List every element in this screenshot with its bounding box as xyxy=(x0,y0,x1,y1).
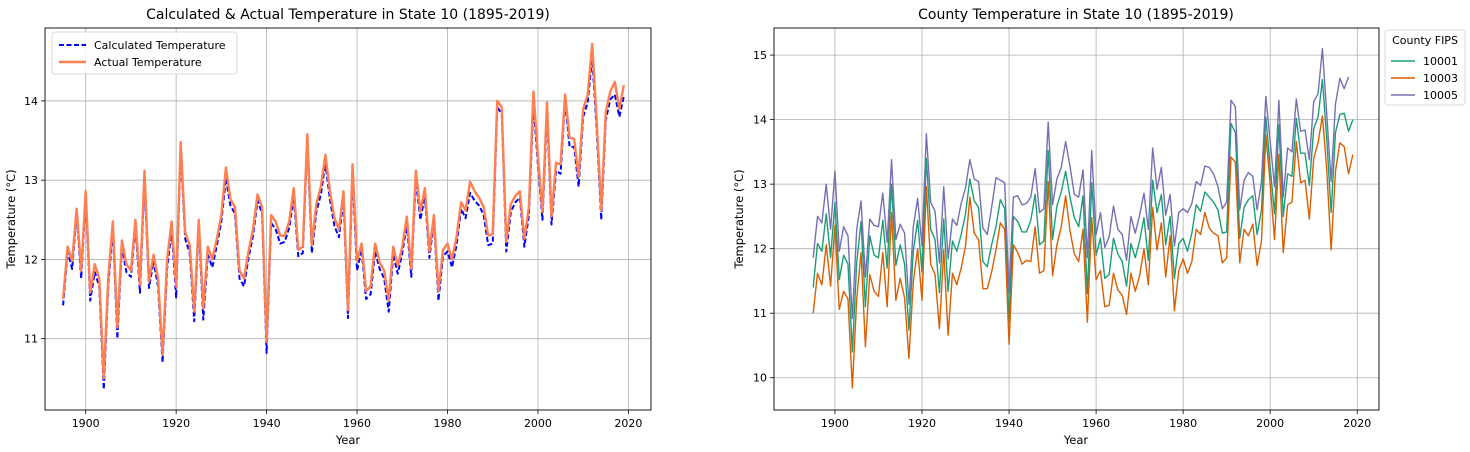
y-axis-label: Temperature (°C) xyxy=(732,169,746,269)
legend: Calculated Temperature Actual Temperature xyxy=(51,31,238,75)
series-line-10001 xyxy=(812,78,1354,353)
y-axis-label: Temperature (°C) xyxy=(4,169,18,269)
grid xyxy=(774,28,1379,410)
x-tick-label: 1940 xyxy=(253,417,281,430)
legend-title: County FIPS xyxy=(1392,34,1458,47)
x-tick-label: 2000 xyxy=(1256,417,1284,430)
x-axis-label: Year xyxy=(335,433,361,447)
series-layer xyxy=(812,47,1354,389)
y-tick-label: 15 xyxy=(753,49,767,62)
series-line-10005 xyxy=(812,47,1350,320)
x-tick-label: 1900 xyxy=(72,417,100,430)
series-line-10003 xyxy=(812,115,1354,389)
y-tick-label: 13 xyxy=(753,178,767,191)
y-tick-label: 12 xyxy=(24,253,38,266)
legend-box xyxy=(51,31,238,75)
chart-title: County Temperature in State 10 (1895-201… xyxy=(918,7,1234,23)
legend-label: Calculated Temperature xyxy=(94,39,226,52)
y-tick-label: 13 xyxy=(24,174,38,187)
x-tick-label: 1900 xyxy=(821,417,849,430)
y-tick-label: 10 xyxy=(753,372,767,385)
series-layer xyxy=(61,42,626,391)
legend-box xyxy=(1384,29,1466,106)
plot-area-frame xyxy=(44,27,652,411)
x-axis-label: Year xyxy=(1063,433,1089,447)
chart-calculated-vs-actual: Calculated & Actual Temperature in State… xyxy=(4,7,652,447)
tick-labels: 1900 1920 1940 1960 1980 2000 2020 11 12 13 14 xyxy=(24,95,642,430)
chart-title: Calculated & Actual Temperature in State… xyxy=(146,7,550,23)
x-tick-label: 1980 xyxy=(1169,417,1197,430)
series-line-actual-temperature xyxy=(61,42,626,380)
y-tick-label: 14 xyxy=(753,114,767,127)
legend: County FIPS 10001 10003 10005 xyxy=(1384,29,1466,106)
y-tick-label: 12 xyxy=(753,243,767,256)
legend-label: Actual Temperature xyxy=(94,56,202,69)
x-tick-label: 1960 xyxy=(343,417,371,430)
x-tick-label: 1940 xyxy=(995,417,1023,430)
y-tick-label: 14 xyxy=(24,95,38,108)
x-tick-label: 2020 xyxy=(614,417,642,430)
x-tick-label: 1980 xyxy=(433,417,461,430)
tick-labels: 1900 1920 1940 1960 1980 2000 2020 10 11 12 13 14 15 xyxy=(753,49,1371,430)
legend-label: 10001 xyxy=(1423,55,1458,68)
chart-county-temperature: County Temperature in State 10 (1895-201… xyxy=(732,7,1466,447)
y-tick-label: 11 xyxy=(753,307,767,320)
x-tick-label: 1920 xyxy=(908,417,936,430)
y-tick-label: 11 xyxy=(24,333,38,346)
x-tick-label: 2000 xyxy=(524,417,552,430)
legend-label: 10005 xyxy=(1423,89,1458,102)
x-tick-label: 2020 xyxy=(1343,417,1371,430)
x-tick-label: 1920 xyxy=(162,417,190,430)
legend-label: 10003 xyxy=(1423,72,1458,85)
x-tick-label: 1960 xyxy=(1082,417,1110,430)
plot-area-frame xyxy=(773,27,1380,411)
